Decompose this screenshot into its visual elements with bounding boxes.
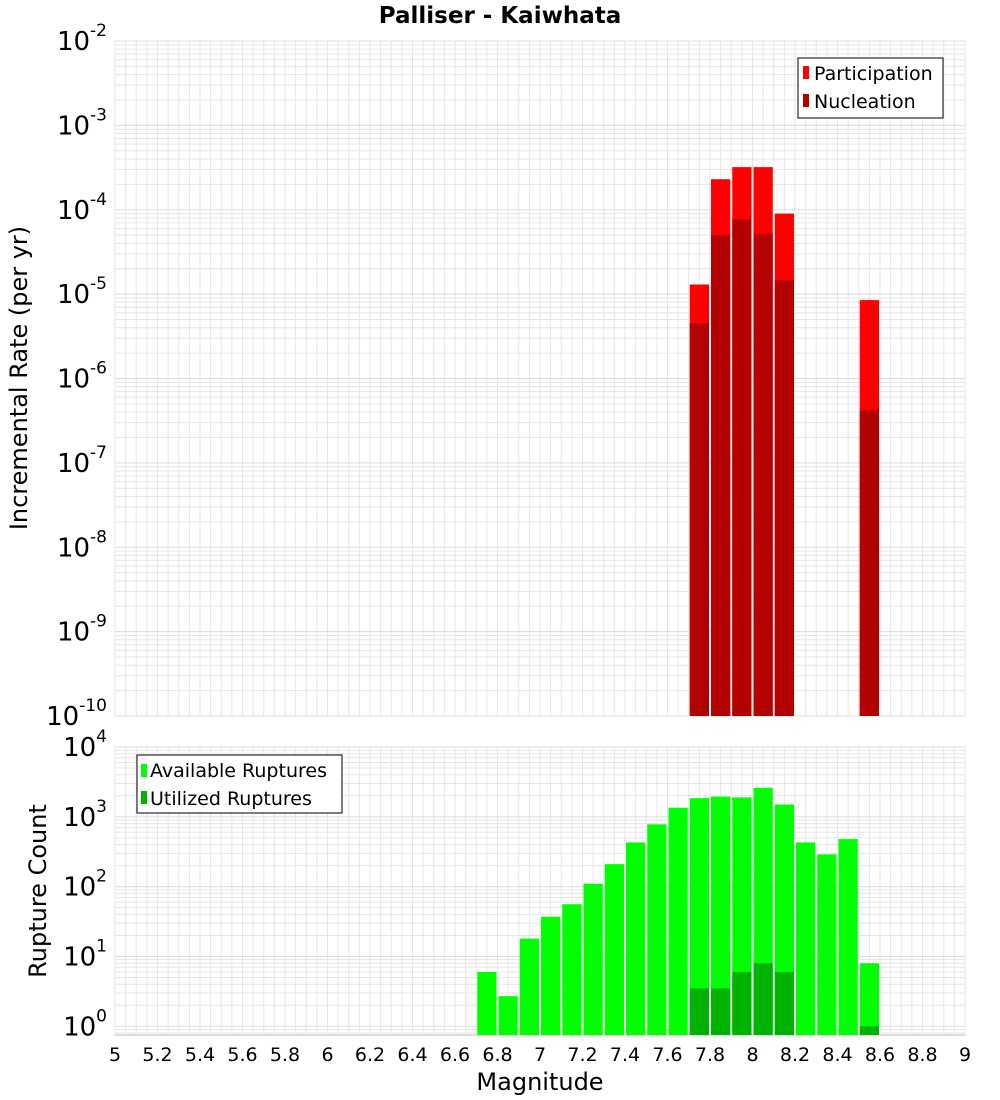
top-panel: 10-10 10-9 10-8 10-7 10-6 10-5 10-4 10-3 10-2 In… <box>5 21 966 732</box>
top-y-tick-label: 10-9 <box>57 612 107 648</box>
x-tick-label: 5.8 <box>270 1044 300 1066</box>
x-tick-label: 7.2 <box>567 1044 597 1066</box>
bottom-bar-available-ruptures <box>668 807 688 1035</box>
x-tick-label: 8.6 <box>865 1044 895 1066</box>
bottom-bar-available-ruptures <box>498 996 518 1035</box>
bottom-legend: Available Ruptures Utilized Ruptures <box>136 754 343 814</box>
bottom-bar-utilized-ruptures <box>711 988 731 1035</box>
top-bar-nucleation <box>859 410 879 716</box>
top-bar-nucleation <box>689 323 709 716</box>
bottom-y-axis-label: Rupture Count <box>24 804 52 978</box>
bottom-y-tick-label: 100 <box>63 1006 107 1042</box>
x-tick-label: 8.4 <box>822 1044 852 1066</box>
legend-swatch-utilized <box>141 791 147 804</box>
top-y-tick-label: 10-10 <box>46 696 107 732</box>
x-tick-label: 6.8 <box>482 1044 512 1066</box>
legend-swatch-participation <box>803 66 809 79</box>
top-y-tick-label: 10-3 <box>57 105 107 141</box>
bottom-legend-box <box>136 754 343 814</box>
chart-title: Palliser - Kaiwhata <box>379 3 622 29</box>
bottom-bar-utilized-ruptures <box>774 971 794 1035</box>
bottom-bar-available-ruptures <box>541 916 561 1035</box>
x-tick-label: 7 <box>534 1044 546 1066</box>
bottom-bar-available-ruptures <box>519 938 539 1035</box>
bottom-bar-available-ruptures <box>562 904 582 1035</box>
x-tick-label: 8.2 <box>780 1044 810 1066</box>
top-grid <box>114 40 966 717</box>
legend-label-participation: Participation <box>814 63 933 85</box>
legend-swatch-available <box>141 764 147 777</box>
bottom-bar-available-ruptures <box>711 796 731 1035</box>
bottom-y-tick-label: 104 <box>63 727 107 763</box>
top-y-tick-label: 10-5 <box>57 274 107 310</box>
x-tick-label: 7.4 <box>610 1044 640 1066</box>
bottom-bar-available-ruptures <box>647 824 667 1035</box>
bottom-y-tick-label: 101 <box>63 936 107 972</box>
top-bar-nucleation <box>774 280 794 716</box>
bottom-bar-available-ruptures <box>477 971 497 1035</box>
bottom-bar-available-ruptures <box>604 864 624 1035</box>
bottom-bar-utilized-ruptures <box>689 988 709 1035</box>
x-axis-label: Magnitude <box>476 1068 603 1096</box>
x-tick-label: 6.4 <box>397 1044 427 1066</box>
x-tick-label: 5.4 <box>185 1044 215 1066</box>
legend-label-nucleation: Nucleation <box>814 91 916 113</box>
bottom-y-tick-label: 103 <box>63 797 107 833</box>
x-tick-label: 8.8 <box>907 1044 937 1066</box>
legend-label-utilized: Utilized Ruptures <box>150 788 312 810</box>
top-bars <box>689 167 879 717</box>
top-bar-nucleation <box>732 219 752 717</box>
x-tick-label: 6 <box>321 1044 333 1066</box>
top-y-tick-label: 10-6 <box>57 359 107 395</box>
top-y-tick-label: 10-8 <box>57 527 107 563</box>
top-legend: Participation Nucleation <box>797 57 944 119</box>
top-y-tick-label: 10-7 <box>57 443 107 479</box>
bottom-y-ticks: 100 101 102 103 104 <box>63 727 107 1042</box>
top-y-tick-label: 10-4 <box>57 190 107 226</box>
top-y-ticks: 10-10 10-9 10-8 10-7 10-6 10-5 10-4 10-3 10-2 <box>46 21 107 732</box>
legend-label-available: Available Ruptures <box>150 760 327 782</box>
bottom-bar-available-ruptures <box>859 963 879 1035</box>
x-tick-label: 7.6 <box>652 1044 682 1066</box>
legend-swatch-nucleation <box>803 94 809 107</box>
top-y-axis-label: Incremental Rate (per yr) <box>5 226 33 530</box>
bottom-y-tick-label: 102 <box>63 867 107 903</box>
top-bar-nucleation <box>753 233 773 716</box>
x-tick-label: 5.2 <box>142 1044 172 1066</box>
x-tick-label: 7.8 <box>695 1044 725 1066</box>
top-bar-nucleation <box>711 235 731 716</box>
bottom-bar-available-ruptures <box>626 842 646 1035</box>
bottom-panel: 100 101 102 103 104 5 5.2 5.4 5.6 5.8 6 6.2 6.4 6.6 6… <box>24 727 971 1096</box>
bottom-x-ticks: 5 5.2 5.4 5.6 5.8 6 6.2 6.4 6.6 6.8 7 7.2 7.4 7.6 7.8 8… <box>109 1044 971 1066</box>
bottom-bar-available-ruptures <box>817 854 837 1035</box>
bottom-bar-available-ruptures <box>583 883 603 1035</box>
bottom-bar-utilized-ruptures <box>859 1026 879 1035</box>
top-legend-box <box>797 57 944 119</box>
bottom-bars <box>477 787 879 1035</box>
bottom-bar-available-ruptures <box>689 798 709 1035</box>
top-y-tick-label: 10-2 <box>57 21 107 57</box>
bottom-bar-utilized-ruptures <box>732 971 752 1035</box>
bottom-bar-available-ruptures <box>838 839 858 1035</box>
x-tick-label: 5.6 <box>227 1044 257 1066</box>
x-tick-label: 8 <box>746 1044 758 1066</box>
x-tick-label: 9 <box>959 1044 971 1066</box>
bottom-bar-available-ruptures <box>796 842 816 1035</box>
bottom-bar-utilized-ruptures <box>753 963 773 1035</box>
x-tick-label: 6.6 <box>440 1044 470 1066</box>
x-tick-label: 6.2 <box>355 1044 385 1066</box>
x-tick-label: 5 <box>109 1044 121 1066</box>
